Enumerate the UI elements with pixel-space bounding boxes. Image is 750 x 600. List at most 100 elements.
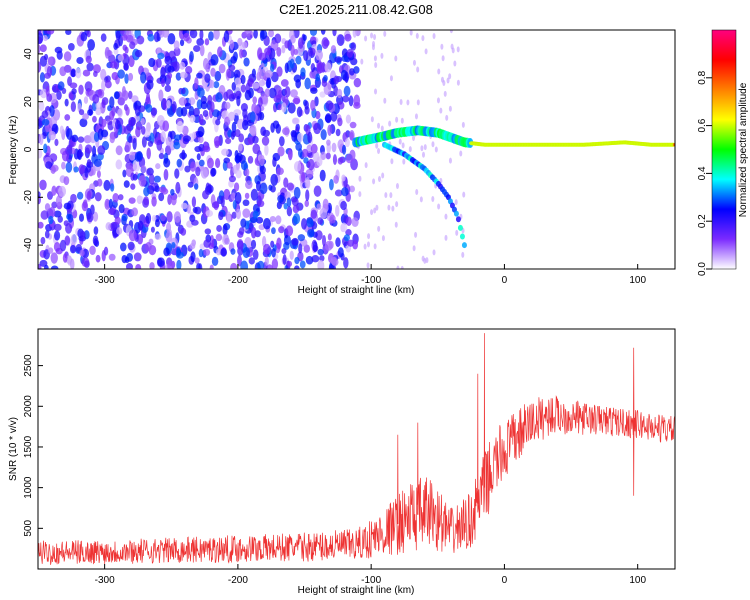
- noise-blob: [38, 148, 43, 159]
- noise-blob: [406, 99, 410, 106]
- noise-blob: [299, 260, 306, 269]
- noise-blob: [70, 101, 76, 113]
- noise-blob: [249, 124, 257, 137]
- noise-blob: [156, 139, 163, 151]
- noise-blob: [209, 79, 215, 89]
- noise-blob: [160, 188, 169, 195]
- noise-blob: [208, 31, 214, 41]
- noise-blob: [203, 145, 211, 153]
- noise-blob: [305, 168, 314, 179]
- noise-blob: [237, 37, 243, 47]
- spectrogram-y-label: Frequency (Hz): [8, 116, 19, 185]
- noise-blob: [268, 87, 277, 99]
- noise-blob: [396, 265, 400, 269]
- noise-blob: [215, 157, 221, 169]
- noise-blob: [59, 66, 67, 77]
- noise-blob: [336, 88, 343, 99]
- noise-blob: [432, 249, 436, 256]
- noise-blob: [244, 30, 252, 37]
- noise-blob: [276, 201, 282, 210]
- lower-branch-blob: [455, 216, 461, 223]
- noise-blob: [231, 82, 236, 91]
- noise-blob: [395, 183, 399, 190]
- noise-blob: [349, 130, 355, 141]
- noise-blob: [165, 145, 172, 156]
- noise-blob: [64, 114, 71, 121]
- noise-blob: [190, 251, 196, 263]
- noise-blob: [412, 245, 416, 252]
- noise-blob: [240, 74, 246, 85]
- noise-blob: [425, 257, 429, 264]
- noise-blob: [277, 194, 285, 203]
- noise-blob: [374, 61, 378, 68]
- noise-blob: [235, 169, 242, 179]
- noise-blob: [160, 66, 166, 79]
- noise-blob: [276, 66, 283, 77]
- noise-blob: [237, 254, 242, 267]
- noise-blob: [341, 144, 347, 155]
- noise-blob: [347, 239, 354, 247]
- noise-blob: [50, 165, 56, 174]
- noise-blob: [358, 175, 362, 182]
- lower-branch-blob: [457, 224, 463, 231]
- noise-blob: [277, 146, 285, 157]
- noise-blob: [412, 59, 416, 66]
- noise-blob: [192, 206, 198, 214]
- x-tick-label: -200: [228, 275, 248, 286]
- noise-blob: [259, 165, 266, 175]
- noise-blob: [155, 58, 162, 68]
- noise-blob: [92, 94, 100, 104]
- noise-blob: [204, 228, 212, 235]
- noise-blob: [189, 114, 196, 123]
- noise-blob: [117, 69, 125, 79]
- snr-y-ticks: 500 1000 1500 2000 2500: [23, 354, 43, 537]
- noise-blob: [301, 148, 309, 158]
- noise-blob: [419, 196, 423, 203]
- noise-blob: [215, 118, 221, 126]
- noise-blob: [215, 248, 222, 256]
- noise-blob: [408, 146, 412, 153]
- noise-blob: [253, 105, 260, 114]
- noise-blob: [273, 94, 282, 103]
- noise-blob: [97, 88, 102, 96]
- noise-blob: [202, 57, 209, 70]
- noise-blob: [387, 204, 391, 211]
- noise-blob: [247, 155, 254, 164]
- noise-blob: [134, 105, 141, 117]
- noise-blob: [49, 105, 55, 117]
- noise-blob: [238, 227, 245, 235]
- noise-blob: [87, 109, 94, 116]
- noise-blob: [308, 46, 313, 57]
- noise-blob: [40, 236, 46, 245]
- noise-blob: [86, 62, 94, 72]
- noise-blob: [190, 161, 196, 172]
- noise-blob: [44, 230, 50, 239]
- noise-blob: [330, 45, 337, 54]
- noise-blob: [264, 88, 271, 98]
- noise-blob: [342, 95, 350, 103]
- noise-blob: [269, 63, 275, 73]
- noise-blob: [38, 30, 42, 36]
- y-tick-label: -40: [23, 237, 34, 252]
- noise-blob: [224, 101, 231, 110]
- noise-blob: [285, 225, 294, 237]
- noise-blob: [210, 167, 217, 177]
- noise-blob: [240, 102, 248, 112]
- noise-blob: [64, 98, 69, 107]
- noise-blob: [462, 191, 466, 198]
- noise-blob: [252, 249, 259, 260]
- noise-blob: [210, 67, 216, 77]
- noise-blob: [156, 47, 161, 55]
- noise-blob: [134, 49, 143, 58]
- noise-blob: [377, 148, 381, 155]
- noise-blob: [440, 43, 444, 50]
- noise-blob: [421, 255, 425, 262]
- noise-blob: [175, 247, 181, 257]
- noise-blob: [229, 39, 235, 50]
- noise-blob: [193, 45, 201, 53]
- noise-blob: [181, 149, 186, 161]
- noise-blob: [128, 229, 137, 242]
- noise-blob: [41, 118, 50, 126]
- noise-blob: [242, 119, 249, 131]
- noise-blob: [259, 182, 268, 195]
